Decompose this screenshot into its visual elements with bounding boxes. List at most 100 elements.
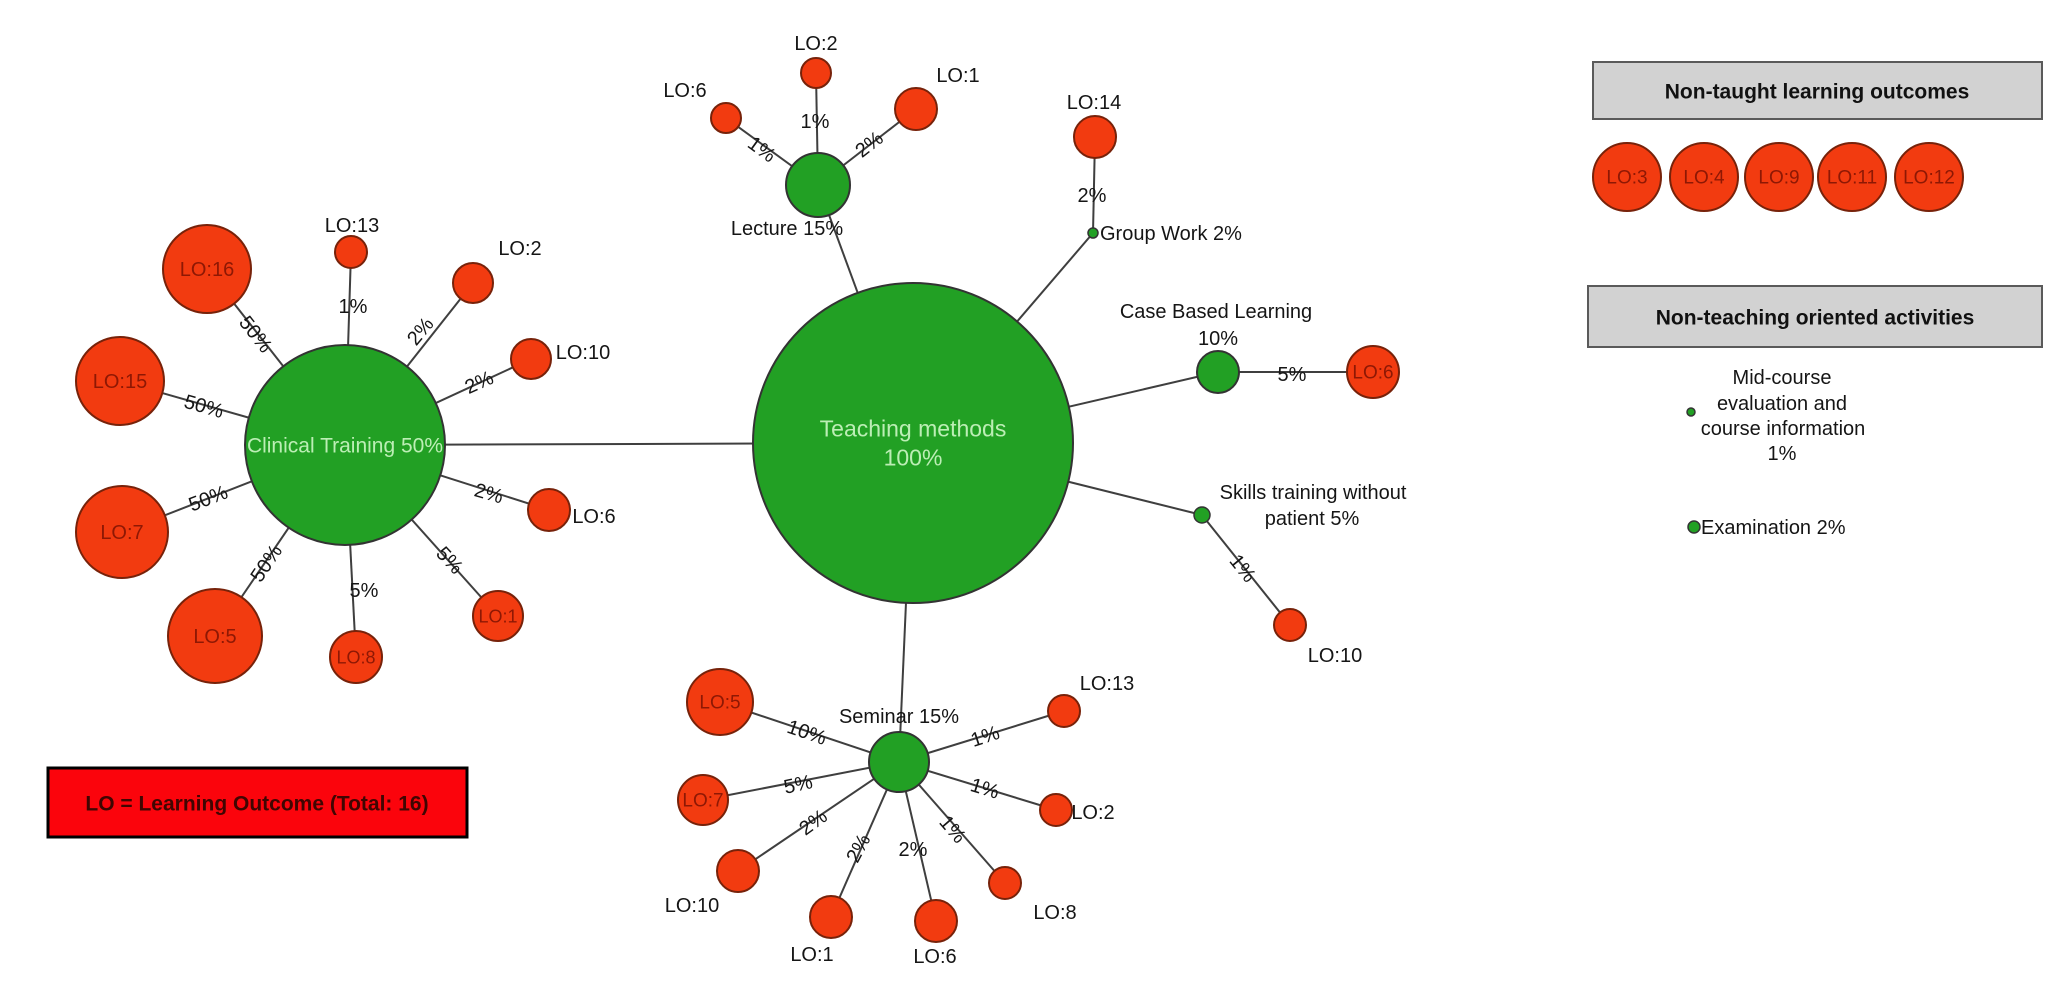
node-lo2-seminar (1039, 793, 1073, 827)
node-lo7-seminar-label: LO:7 (682, 791, 723, 812)
edge-seminar-lo6-label: 2% (899, 839, 928, 861)
label-lo2-clinical: LO:2 (498, 238, 541, 260)
node-lo1-seminar (809, 895, 853, 939)
node-lo6-seminar (914, 899, 958, 943)
node-lo9-panel-label: LO:9 (1758, 168, 1799, 189)
node-midcourse-dot (1686, 407, 1696, 417)
edge-seminar-lo7-label: 5% (782, 771, 815, 799)
node-teaching-methods-label: Teaching methods (820, 416, 1007, 442)
node-group-work-dot (1087, 227, 1099, 239)
label-lo13-clinical: LO:13 (325, 215, 379, 237)
non-taught-header-title: Non-taught learning outcomes (1665, 80, 1970, 103)
legend-text: LO = Learning Outcome (Total: 16) (85, 792, 428, 815)
label-lo10-clinical: LO:10 (556, 342, 610, 364)
label-cbl-line2: 10% (1198, 328, 1238, 350)
label-lo6-seminar: LO:6 (913, 946, 956, 968)
node-lo16-clinical (162, 224, 252, 314)
node-lo7-clinical (75, 485, 169, 579)
node-teaching-methods-label: 100% (884, 444, 943, 470)
non-teaching-header-title: Non-teaching oriented activities (1656, 306, 1975, 329)
node-lo13-clinical (334, 235, 368, 269)
label-skills-line1: Skills training without (1220, 482, 1407, 504)
label-midcourse-line2: evaluation and (1717, 393, 1847, 415)
edge-lecture-lo1-label: 2% (851, 127, 887, 162)
label-skills-line2: patient 5% (1265, 508, 1360, 530)
label-midcourse-line3: course information (1701, 418, 1866, 440)
label-lo10-skills: LO:10 (1308, 645, 1362, 667)
node-lo7-clinical-label: LO:7 (100, 522, 143, 544)
legend: LO = Learning Outcome (Total: 16) (46, 766, 469, 839)
edge-seminar-lo7 (702, 761, 900, 801)
label-lo14: LO:14 (1067, 92, 1121, 114)
edge-seminar-lo8-label: 1% (934, 812, 970, 848)
node-lo2-clinical (452, 262, 494, 304)
node-lo5-clinical (167, 588, 263, 684)
label-seminar: Seminar 15% (839, 706, 959, 728)
label-lo8-seminar: LO:8 (1033, 902, 1076, 924)
node-lo10-clinical (510, 338, 552, 380)
node-lo1-lecture (894, 87, 938, 131)
node-lo9-panel (1744, 142, 1814, 212)
label-lo10-seminar: LO:10 (665, 895, 719, 917)
node-lo8-clinical (329, 630, 383, 684)
node-lo1-clinical-label: LO:1 (478, 606, 517, 626)
non-teaching-panel: Non-teaching oriented activities (1587, 285, 2043, 348)
node-lo15-clinical-label: LO:15 (93, 371, 147, 393)
label-lo1-lecture: LO:1 (936, 65, 979, 87)
edge-seminar-lo10 (737, 761, 900, 872)
node-lo2-lecture (800, 57, 832, 89)
node-lo6-cbl (1346, 345, 1400, 399)
node-lo6-clinical (527, 488, 571, 532)
legend-box (46, 766, 469, 839)
edge-clinical-lo2-label: 2% (403, 313, 439, 349)
node-case-based-learning (1196, 350, 1240, 394)
node-lo10-skills (1273, 608, 1307, 642)
label-lo6-clinical: LO:6 (572, 506, 615, 528)
node-lo14-groupwork (1073, 115, 1117, 159)
edge-seminar-lo5-label: 10% (784, 716, 829, 750)
node-lo5-seminar-label: LO:5 (699, 693, 740, 714)
edge-clinical-lo15-label: 50% (181, 391, 226, 423)
node-clinical-training-label: Clinical Training 50% (247, 434, 443, 457)
label-examination: Examination 2% (1701, 517, 1846, 539)
edge-seminar-lo13-label: 1% (968, 722, 1002, 752)
node-skills-training-dot (1193, 506, 1211, 524)
node-lo15-clinical (75, 336, 165, 426)
node-lo8-seminar (988, 866, 1022, 900)
node-lo11-panel-label: LO:11 (1827, 168, 1877, 189)
node-lecture (785, 152, 851, 218)
edge-clinical-lo8-label: 5% (350, 580, 379, 602)
edge-cbl-lo6-label: 5% (1278, 364, 1307, 386)
edge-clinical-lo6-label: 2% (472, 479, 506, 508)
node-seminar (868, 731, 930, 793)
node-lo5-seminar (686, 668, 754, 736)
node-lo8-clinical-label: LO:8 (336, 647, 375, 667)
edge-seminar-lo1-label: 2% (842, 830, 875, 866)
node-lo13-seminar (1047, 694, 1081, 728)
node-lo5-clinical-label: LO:5 (193, 626, 236, 648)
label-midcourse-line4: 1% (1768, 443, 1797, 465)
label-lo1-seminar: LO:1 (790, 944, 833, 966)
label-lo13-seminar: LO:13 (1080, 673, 1134, 695)
node-lo12-panel (1894, 142, 1964, 212)
label-lecture: Lecture 15% (731, 218, 844, 240)
node-lo11-panel (1817, 142, 1887, 212)
label-group-work: Group Work 2% (1100, 223, 1242, 245)
non-teaching-header-box (1587, 285, 2043, 348)
node-lo6-lecture (710, 102, 742, 134)
node-lo16-clinical-label: LO:16 (180, 259, 234, 281)
edge-clinical-lo13-label: 1% (339, 296, 368, 318)
edge-lecture-lo6-label: 1% (743, 132, 779, 167)
node-teaching-methods (752, 282, 1074, 604)
label-midcourse-line1: Mid-course (1733, 367, 1832, 389)
node-lo12-panel-label: LO:12 (1903, 168, 1955, 189)
label-cbl-line1: Case Based Learning (1120, 301, 1312, 323)
edge-lecture-lo2-label: 1% (801, 111, 830, 133)
labels-layer: LO:6 LO:2 LO:1 LO:14 Lecture 15% Group Work 2… (325, 33, 1866, 968)
edge-seminar-lo2-label: 1% (968, 774, 1002, 804)
edge-clinical-lo7-label: 50% (186, 481, 231, 516)
node-examination-dot (1687, 520, 1701, 534)
